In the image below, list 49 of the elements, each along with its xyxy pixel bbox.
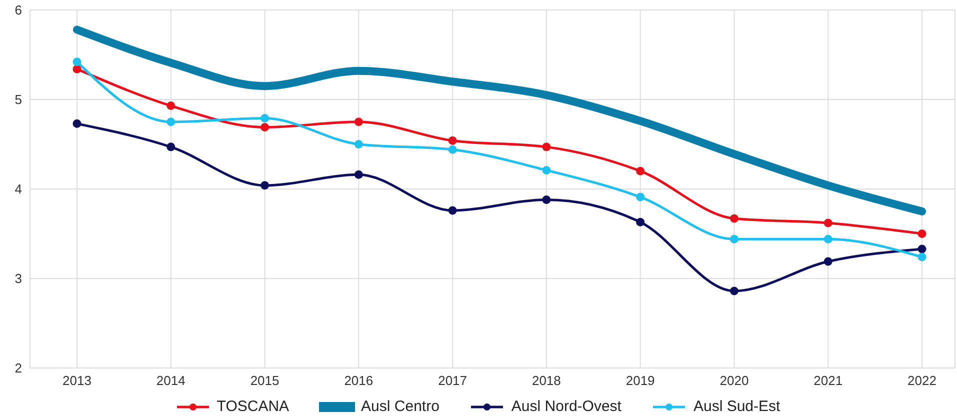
point: [354, 170, 363, 179]
point: [448, 145, 457, 154]
x-tick-label: 2019: [626, 373, 655, 388]
legend-label: Ausl Centro: [361, 398, 440, 415]
x-tick-label: 2016: [344, 373, 374, 388]
point: [730, 214, 738, 223]
point: [448, 206, 457, 215]
point: [448, 136, 457, 145]
point: [918, 252, 926, 262]
y-tick-label: 6: [14, 2, 22, 18]
point: [730, 286, 738, 296]
point: [260, 122, 270, 132]
point: [542, 142, 551, 152]
point: [636, 166, 645, 176]
legend-label: Ausl Nord-Ovest: [511, 398, 622, 415]
y-tick-label: 5: [14, 92, 22, 108]
point: [542, 195, 551, 204]
y-tick-label: 2: [14, 360, 22, 376]
x-tick-label: 2021: [814, 373, 843, 388]
point: [824, 234, 832, 244]
x-tick-label: 2022: [908, 373, 936, 388]
point: [824, 218, 832, 228]
point: [918, 244, 926, 254]
point: [354, 118, 363, 126]
legend-label: Ausl Sud-Est: [693, 398, 780, 415]
x-tick-label: 2020: [720, 373, 749, 388]
point: [918, 230, 926, 238]
point: [354, 140, 363, 148]
point: [72, 58, 82, 66]
point: [166, 142, 176, 152]
point: [824, 257, 832, 266]
point: [730, 234, 738, 244]
x-tick-label: 2013: [62, 373, 92, 388]
point: [260, 181, 270, 190]
x-tick-label: 2017: [438, 373, 468, 388]
x-tick-label: 2014: [156, 373, 186, 388]
point: [636, 218, 645, 226]
point: [636, 192, 645, 202]
point: [542, 166, 551, 174]
y-tick-label: 3: [14, 271, 22, 286]
point: [260, 114, 270, 123]
legend-label: TOSCANA: [216, 398, 290, 415]
point: [166, 118, 176, 126]
y-tick-label: 4: [14, 182, 22, 197]
point: [72, 119, 82, 128]
x-tick-label: 2018: [532, 373, 561, 388]
x-tick-label: 2015: [250, 373, 280, 388]
point: [72, 64, 82, 74]
point: [166, 102, 176, 110]
